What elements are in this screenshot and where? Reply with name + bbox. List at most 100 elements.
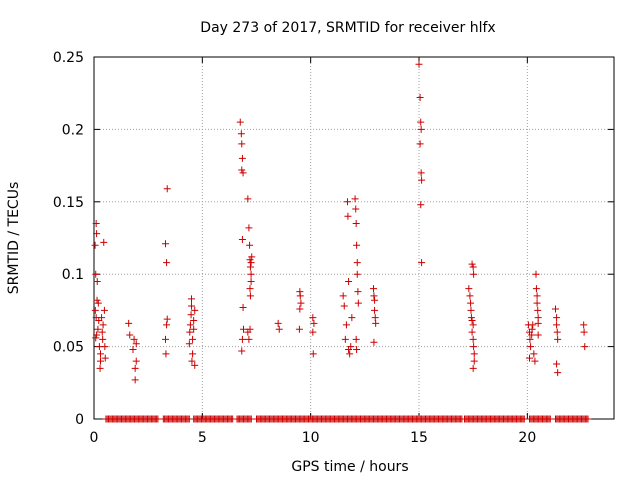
- data-point: [91, 306, 99, 314]
- data-point: [533, 299, 541, 307]
- data-point: [236, 118, 244, 126]
- data-point: [238, 347, 246, 355]
- data-point: [297, 299, 305, 307]
- data-point: [247, 259, 255, 267]
- data-point: [246, 292, 254, 300]
- data-point: [188, 302, 195, 310]
- data-point: [132, 357, 140, 365]
- data-point: [418, 259, 426, 267]
- data-point: [534, 319, 542, 327]
- data-point: [163, 185, 171, 193]
- data-point: [553, 328, 561, 336]
- data-point: [245, 224, 253, 232]
- data-point: [534, 331, 542, 339]
- data-point: [98, 314, 106, 322]
- data-point: [295, 325, 303, 333]
- data-point: [237, 130, 245, 138]
- y-tick-label: 0.25: [53, 50, 84, 66]
- data-point: [347, 343, 355, 351]
- chart-title: Day 273 of 2017, SRMTID for receiver hlf…: [200, 20, 495, 36]
- data-point: [466, 292, 474, 300]
- data-point: [162, 240, 169, 248]
- data-point: [354, 299, 362, 307]
- data-point: [532, 270, 540, 278]
- data-point: [469, 335, 477, 343]
- data-point: [554, 335, 562, 343]
- data-point: [187, 311, 195, 319]
- data-point: [353, 241, 361, 249]
- data-point: [370, 285, 377, 293]
- data-point: [467, 299, 475, 307]
- data-point: [342, 321, 350, 329]
- grid: [94, 57, 614, 419]
- data-point: [309, 314, 317, 322]
- data-point: [465, 285, 473, 293]
- data-point: [467, 306, 475, 314]
- data-point: [97, 357, 104, 365]
- data-point: [553, 314, 561, 322]
- data-point: [186, 321, 194, 329]
- data-point: [415, 60, 423, 68]
- data-point: [100, 306, 108, 314]
- data-point: [191, 361, 199, 369]
- data-point: [163, 321, 171, 329]
- data-point: [93, 331, 101, 339]
- data-point: [185, 340, 193, 348]
- data-point: [469, 321, 477, 329]
- data-point: [240, 325, 247, 333]
- data-point: [247, 270, 255, 278]
- data-point: [188, 357, 196, 365]
- data-point: [351, 195, 359, 203]
- data-point: [352, 335, 360, 343]
- data-point: [131, 364, 139, 372]
- y-tick-label: 0.05: [53, 340, 84, 356]
- data-point: [416, 94, 424, 102]
- data-point: [246, 241, 254, 249]
- data-point: [554, 369, 562, 377]
- x-tick-label: 5: [198, 430, 207, 446]
- data-point: [126, 331, 134, 339]
- data-point: [93, 277, 101, 285]
- data-point: [352, 205, 360, 213]
- data-point: [189, 335, 197, 343]
- data-point: [93, 296, 101, 304]
- data-point: [417, 118, 425, 126]
- data-point: [131, 376, 139, 384]
- data-point: [274, 319, 282, 327]
- data-point: [344, 198, 351, 206]
- data-point: [528, 325, 536, 333]
- data-point: [370, 338, 378, 346]
- y-tick-label: 0.1: [62, 267, 84, 283]
- data-point: [553, 321, 561, 329]
- plot-frame: [93, 56, 615, 420]
- data-point: [345, 277, 353, 285]
- data-point: [238, 235, 246, 243]
- data-point: [100, 238, 108, 246]
- data-point: [371, 306, 379, 314]
- data-point: [470, 350, 478, 358]
- x-axis-ticks: 0 5 10 15 20: [90, 57, 536, 446]
- data-point: [94, 299, 102, 307]
- data-point: [553, 360, 561, 368]
- data-point: [239, 169, 247, 177]
- data-point: [353, 270, 361, 278]
- data-point: [417, 125, 425, 133]
- x-tick-label: 10: [302, 430, 320, 446]
- data-point: [468, 328, 476, 336]
- data-points: [91, 60, 592, 423]
- data-point: [238, 140, 246, 148]
- data-point: [344, 212, 352, 220]
- y-tick-label: 0: [75, 412, 84, 428]
- data-point: [526, 354, 533, 362]
- data-point: [309, 328, 317, 336]
- data-point: [92, 334, 100, 342]
- data-point: [370, 292, 378, 300]
- data-point: [94, 325, 102, 333]
- data-point: [527, 343, 535, 351]
- data-point: [346, 350, 354, 358]
- data-point: [580, 328, 588, 336]
- data-point: [310, 319, 318, 327]
- data-point: [92, 270, 100, 278]
- data-point: [238, 166, 246, 174]
